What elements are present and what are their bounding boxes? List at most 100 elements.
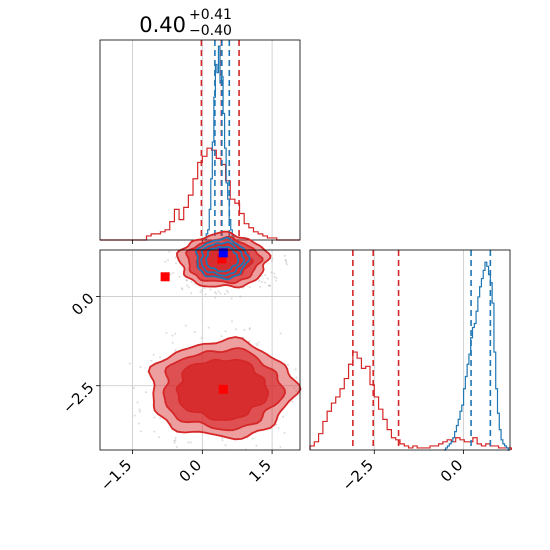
scatter-point — [186, 284, 189, 287]
scatter-point — [256, 344, 259, 347]
scatter-point — [293, 387, 296, 390]
scatter-point — [133, 414, 136, 417]
scatter-point — [136, 401, 139, 404]
panel-frame-3 — [309, 249, 511, 451]
scatter-point — [128, 362, 131, 365]
scatter-point — [220, 335, 223, 338]
contour-level — [200, 241, 246, 277]
scatter-point — [300, 428, 302, 430]
scatter-point — [150, 359, 153, 362]
scatter-point — [204, 293, 207, 296]
scatter-point — [210, 231, 212, 233]
scatter-point — [316, 404, 318, 406]
scatter-point — [214, 296, 217, 299]
scatter-point — [171, 334, 174, 337]
scatter-point — [255, 343, 258, 346]
scatter-point — [283, 431, 286, 434]
scatter-point — [275, 279, 278, 282]
x-tick-label: −1.5 — [97, 456, 135, 494]
scatter-point — [224, 330, 227, 333]
scatter-point — [199, 291, 202, 294]
scatter-point — [138, 422, 141, 425]
scatter-point — [243, 328, 246, 331]
title-lower-error: −0.40 — [189, 23, 232, 39]
scatter-point — [178, 275, 181, 278]
truth-marker — [218, 248, 228, 258]
scatter-point — [255, 444, 258, 447]
panel-frame-2 — [99, 249, 301, 451]
scatter-point — [224, 444, 227, 447]
scatter-point — [285, 261, 288, 264]
scatter-point — [179, 233, 181, 235]
scatter-point — [173, 441, 176, 444]
scatter-point — [176, 445, 179, 448]
scatter-point — [295, 376, 298, 379]
scatter-point — [188, 236, 190, 238]
scatter-point — [268, 245, 270, 247]
scatter-point — [264, 281, 267, 284]
scatter-point — [277, 426, 280, 429]
scatter-point — [263, 231, 265, 233]
scatter-point — [284, 259, 287, 262]
scatter-point — [174, 349, 177, 352]
title-upper-error: +0.41 — [189, 7, 232, 23]
scatter-point — [168, 250, 171, 253]
scatter-point — [257, 341, 260, 344]
scatter-point — [185, 279, 188, 282]
scatter-point — [221, 439, 224, 442]
scatter-point — [251, 235, 253, 237]
scatter-point — [221, 437, 224, 440]
scatter-point — [248, 340, 251, 343]
scatter-point — [311, 409, 313, 411]
scatter-point — [237, 452, 239, 454]
scatter-point — [187, 286, 190, 289]
scatter-point — [187, 441, 190, 444]
scatter-point — [224, 293, 227, 296]
scatter-point — [268, 284, 271, 287]
scatter-point — [138, 408, 141, 411]
scatter-point — [271, 257, 274, 260]
scatter-point — [207, 326, 210, 329]
scatter-point — [204, 455, 206, 457]
scatter-point — [184, 324, 187, 327]
scatter-point — [295, 390, 298, 393]
scatter-point — [174, 332, 177, 335]
x-tick-label: 0.0 — [437, 456, 467, 486]
scatter-point — [248, 327, 251, 330]
contour-level — [204, 245, 240, 273]
scatter-point — [262, 238, 264, 240]
scatter-point — [164, 260, 167, 263]
scatter-point — [307, 405, 309, 407]
scatter-point — [285, 263, 288, 266]
scatter-point — [283, 254, 286, 257]
scatter-point — [219, 292, 222, 295]
scatter-point — [267, 284, 270, 287]
scatter-point — [268, 284, 271, 287]
scatter-point — [217, 290, 220, 293]
scatter-point — [209, 288, 212, 291]
scatter-point — [132, 387, 135, 390]
scatter-point — [259, 285, 262, 288]
scatter-point — [305, 421, 307, 423]
scatter-point — [189, 441, 192, 444]
scatter-point — [174, 439, 177, 442]
scatter-point — [197, 232, 199, 234]
scatter-point — [203, 287, 206, 290]
scatter-point — [144, 391, 147, 394]
y-tick-label: −2.5 — [59, 379, 97, 417]
scatter-point — [174, 436, 177, 439]
scatter-point — [279, 445, 282, 448]
scatter-point — [139, 430, 142, 433]
scatter-point — [230, 297, 233, 300]
scatter-point — [246, 224, 248, 226]
scatter-point — [275, 276, 278, 279]
scatter-point — [223, 224, 225, 226]
x-tick-label: 1.5 — [245, 456, 275, 486]
scatter-point — [180, 246, 182, 248]
scatter-point — [315, 406, 317, 408]
scatter-point — [248, 286, 251, 289]
scatter-point — [159, 356, 162, 359]
contour-level — [194, 236, 251, 281]
scatter-point — [251, 437, 254, 440]
